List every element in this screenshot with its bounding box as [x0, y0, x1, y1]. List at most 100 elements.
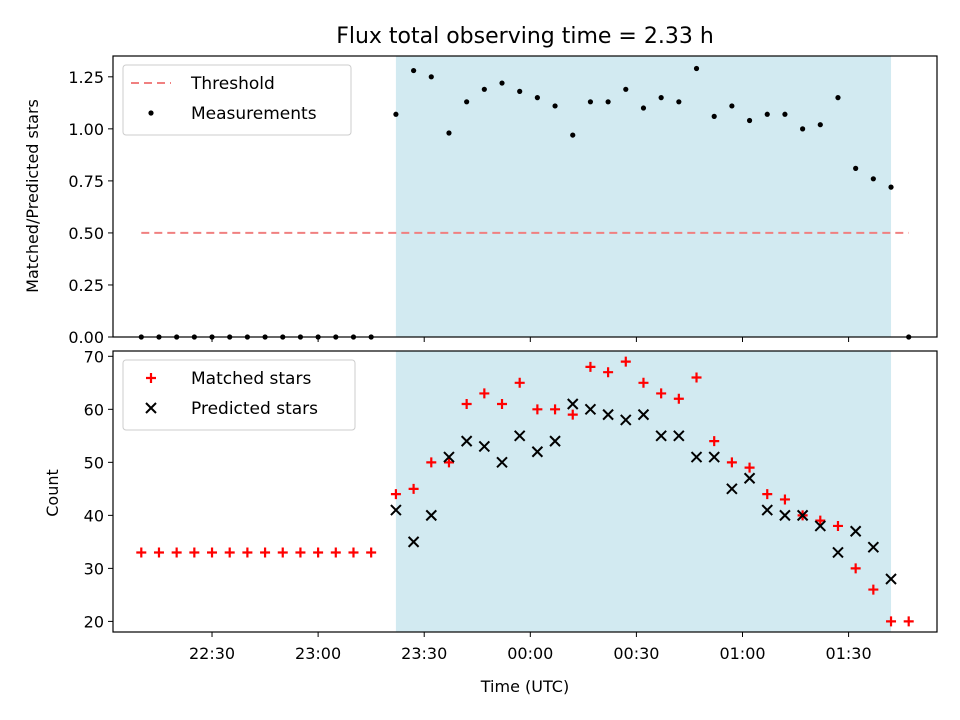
- matched-point: [585, 361, 596, 372]
- matched-point: [832, 520, 843, 531]
- x-tick-label: 22:30: [189, 644, 235, 663]
- measurement-point: [640, 105, 647, 111]
- legend: Matched stars Predicted stars: [122, 359, 356, 431]
- x-axis-label: Time (UTC): [480, 677, 569, 696]
- y-tick-label: 0.00: [68, 328, 104, 347]
- series-matched-stars: [136, 356, 914, 627]
- predicted-point: [673, 430, 685, 442]
- legend-label: Threshold: [190, 74, 275, 94]
- predicted-point: [885, 573, 897, 585]
- measurement-point: [499, 80, 505, 86]
- plot-frame: [112, 350, 938, 633]
- matched-point: [348, 547, 359, 558]
- predicted-point: [425, 509, 437, 522]
- y-tick-label: 60: [84, 400, 104, 419]
- measurement-point: [888, 184, 894, 190]
- measurement-point: [605, 99, 611, 105]
- x-tick-label: 00:30: [613, 644, 659, 663]
- measurement-point: [393, 111, 399, 117]
- predicted-point: [478, 440, 491, 453]
- measurement-point: [764, 111, 770, 117]
- matched-point: [762, 489, 773, 500]
- measurement-point: [693, 65, 700, 72]
- legend-label: Measurements: [191, 104, 317, 124]
- predicted-point: [531, 446, 544, 458]
- predicted-point: [743, 472, 756, 484]
- predicted-point: [637, 408, 650, 421]
- predicted-point: [390, 504, 402, 516]
- y-tick-label: 50: [84, 453, 104, 472]
- matched-point: [514, 377, 525, 388]
- measurement-point: [534, 95, 540, 101]
- x-tick-label: 00:00: [507, 644, 553, 663]
- predicted-point: [443, 451, 455, 463]
- predicted-point: [620, 414, 632, 426]
- matched-point: [330, 547, 341, 558]
- matched-point: [850, 563, 861, 574]
- matched-point: [461, 399, 472, 410]
- predicted-point: [690, 451, 703, 463]
- top-y-axis-label: Matched/Predicted stars: [23, 99, 42, 293]
- measurement-point: [587, 99, 594, 105]
- legend-label: Matched stars: [191, 369, 311, 389]
- matched-point: [426, 457, 437, 468]
- matched-point: [408, 483, 419, 494]
- predicted-point: [584, 403, 597, 416]
- predicted-point: [867, 541, 880, 553]
- matched-point: [903, 616, 914, 627]
- measurement-point: [817, 122, 823, 128]
- y-tick-label: 70: [84, 347, 104, 366]
- bottom-y-axis-label: Count: [43, 469, 62, 517]
- matched-point: [497, 399, 508, 410]
- predicted-point: [814, 520, 827, 532]
- predicted-point: [726, 483, 738, 495]
- matched-point: [136, 547, 147, 558]
- matched-point: [638, 377, 649, 388]
- panel-count: 20 30 40 50 60 70 22:30 23:00 23:30 00:00 00:30 01:…: [84, 347, 938, 663]
- matched-point: [779, 494, 790, 505]
- matched-point: [603, 367, 614, 378]
- predicted-point: [761, 504, 773, 516]
- y-tick-label: 0.75: [68, 172, 104, 191]
- measurement-point: [623, 86, 629, 92]
- predicted-point: [567, 398, 579, 410]
- matched-point: [295, 547, 306, 558]
- matched-point: [673, 393, 684, 404]
- measurement-point: [658, 95, 664, 101]
- predicted-point: [779, 509, 791, 522]
- series-predicted-stars: [390, 398, 897, 585]
- matched-point: [277, 547, 288, 558]
- matched-point: [656, 388, 667, 399]
- matched-point: [532, 404, 543, 415]
- matched-point: [224, 547, 235, 558]
- legend-marker-predicted: [145, 402, 157, 414]
- matched-point: [313, 547, 324, 558]
- y-tick-label: 40: [84, 506, 104, 525]
- measurement-point: [464, 99, 470, 105]
- matched-point: [815, 515, 826, 526]
- predicted-point: [460, 435, 473, 447]
- plot-layer: 0.00 0.25 0.50 0.75 1.00 1.25 Threshold Measure…: [68, 55, 938, 663]
- measurement-point: [552, 103, 558, 109]
- legend-label: Predicted stars: [191, 399, 318, 419]
- measurement-point: [411, 67, 417, 74]
- matched-point: [443, 457, 454, 468]
- y-tick-label: 30: [84, 559, 104, 578]
- predicted-point: [796, 509, 809, 522]
- predicted-point: [513, 430, 526, 442]
- measurement-point: [428, 74, 434, 80]
- matched-point: [744, 462, 755, 473]
- predicted-point: [655, 430, 667, 442]
- observing-window-span: [395, 56, 892, 337]
- predicted-point: [549, 435, 561, 447]
- legend-box: [122, 359, 356, 431]
- x-tick-label: 01:30: [826, 644, 872, 663]
- matched-point: [726, 457, 737, 468]
- measurement-point: [570, 132, 576, 138]
- legend-box: [122, 64, 352, 136]
- x-tick-label: 01:00: [719, 644, 765, 663]
- matched-point: [153, 547, 164, 558]
- matched-point: [620, 356, 631, 367]
- x-tick-label: 23:00: [295, 644, 341, 663]
